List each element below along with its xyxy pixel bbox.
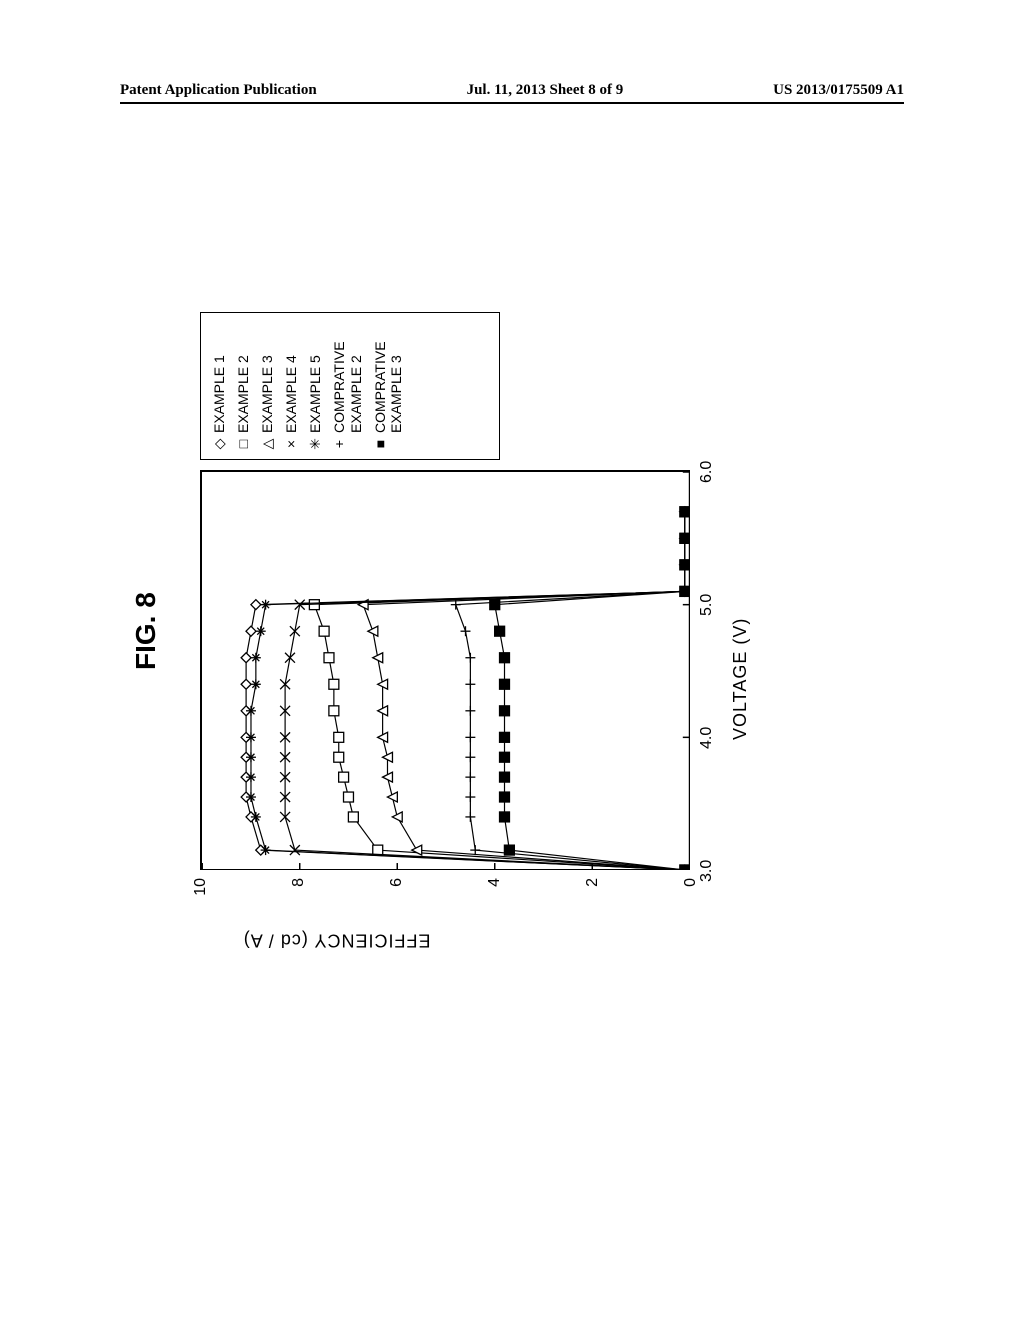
- legend-item-6: ■ COMPRATIVE EXAMPLE 3: [372, 319, 404, 453]
- legend-label-4: EXAMPLE 5: [307, 355, 323, 435]
- legend-label-6: COMPRATIVE EXAMPLE 3: [372, 319, 404, 435]
- ytick-2: 4: [486, 878, 504, 900]
- legend-label-5: COMPRATIVE EXAMPLE 2: [331, 319, 363, 435]
- page-header: Patent Application Publication Jul. 11, …: [0, 82, 1024, 99]
- diamond-icon: ◇: [211, 435, 227, 453]
- legend-item-2: △ EXAMPLE 3: [259, 319, 275, 453]
- legend: ◇ EXAMPLE 1 □ EXAMPLE 2 △ EXAMPLE 3 × EX…: [200, 312, 500, 460]
- header-left: Patent Application Publication: [120, 82, 317, 99]
- legend-label-1: EXAMPLE 2: [235, 355, 251, 435]
- legend-item-0: ◇ EXAMPLE 1: [211, 319, 227, 453]
- ytick-0: 0: [682, 878, 700, 900]
- triangle-icon: △: [259, 435, 275, 453]
- plus-icon: +: [331, 435, 347, 453]
- x-axis-label: VOLTAGE (V): [730, 618, 751, 740]
- y-axis-label: EFFICIENCY (cd / A): [243, 930, 431, 951]
- legend-item-1: □ EXAMPLE 2: [235, 319, 251, 453]
- header-mid: Jul. 11, 2013 Sheet 8 of 9: [467, 82, 624, 99]
- x-icon: ×: [283, 435, 299, 453]
- legend-item-3: × EXAMPLE 4: [283, 319, 299, 453]
- figure-title: FIG. 8: [130, 592, 162, 670]
- filled-square-icon: ■: [372, 435, 388, 453]
- legend-item-4: ✳ EXAMPLE 5: [307, 319, 323, 453]
- legend-label-2: EXAMPLE 3: [259, 355, 275, 435]
- asterisk-icon: ✳: [307, 435, 323, 453]
- header-right: US 2013/0175509 A1: [773, 82, 904, 99]
- xtick-2: 5.0: [698, 594, 716, 616]
- legend-item-5: + COMPRATIVE EXAMPLE 2: [331, 319, 363, 453]
- square-icon: □: [235, 435, 251, 453]
- legend-label-0: EXAMPLE 1: [211, 355, 227, 435]
- ytick-1: 2: [584, 878, 602, 900]
- xtick-3: 6.0: [698, 461, 716, 483]
- legend-label-3: EXAMPLE 4: [283, 355, 299, 435]
- xtick-1: 4.0: [698, 727, 716, 749]
- figure-container: FIG. 8 EFFICIENCY (cd / A) VOLTAGE (V) 3…: [150, 310, 870, 930]
- ytick-4: 8: [290, 878, 308, 900]
- header-rule: [120, 102, 904, 104]
- ytick-5: 10: [192, 878, 210, 900]
- ytick-3: 6: [388, 878, 406, 900]
- chart-svg: [202, 472, 690, 870]
- xtick-0: 3.0: [698, 860, 716, 882]
- chart-area: [200, 470, 690, 870]
